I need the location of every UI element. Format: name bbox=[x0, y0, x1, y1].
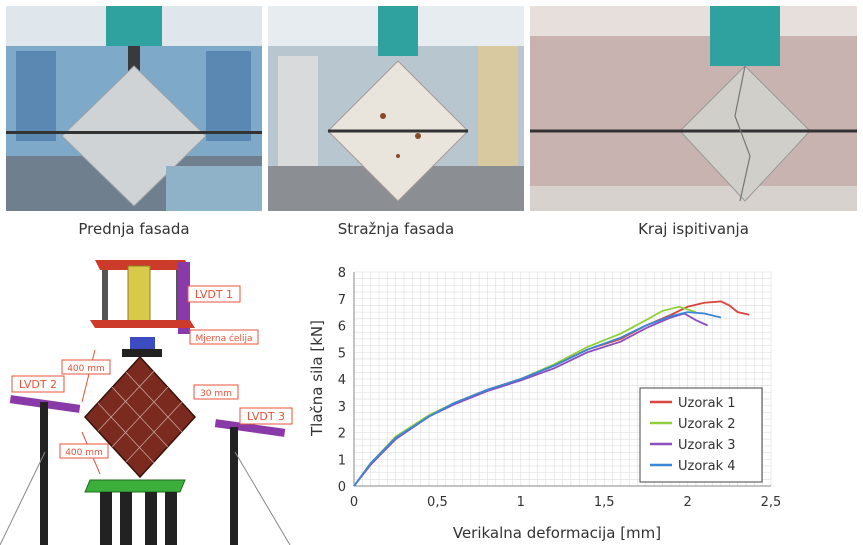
photo-end-of-test bbox=[530, 6, 857, 211]
y-tick-label: 5 bbox=[338, 346, 346, 361]
legend-label-1: Uzorak 1 bbox=[678, 396, 736, 411]
caption-back-facade: Stražnja fasada bbox=[337, 220, 455, 238]
brace-left bbox=[0, 451, 46, 545]
lvdt3-sensor bbox=[214, 419, 286, 437]
test-setup-diagram: LVDT 1 Mjerna ćelija 400 mm LVDT 2 30 mm… bbox=[0, 260, 293, 545]
y-axis-label: Tlačna sila [kN] bbox=[308, 320, 326, 437]
base-plate bbox=[84, 479, 186, 493]
series-line-4 bbox=[353, 311, 722, 487]
tag-lvdt3: LVDT 3 bbox=[247, 410, 285, 423]
tag-lvdt1: LVDT 1 bbox=[195, 288, 233, 301]
x-axis-label: Verikalna deformacija [mm] bbox=[453, 524, 661, 542]
middle-plate bbox=[90, 320, 195, 328]
y-tick-label: 7 bbox=[338, 293, 346, 308]
brace-right bbox=[234, 451, 291, 545]
photo-front-facade bbox=[6, 6, 262, 211]
x-tick-label: 0 bbox=[350, 495, 358, 510]
x-tick-label: 1 bbox=[517, 495, 525, 510]
load-deformation-chart: 0 0,5 1 1,5 2 2,5 0 1 2 3 4 5 6 7 8 Verikalna deformac… bbox=[308, 266, 782, 542]
caption-end-of-test: Kraj ispitivanja bbox=[638, 220, 749, 238]
base-leg-2 bbox=[120, 492, 132, 545]
tag-dim-top: 400 mm bbox=[67, 364, 105, 374]
y-tick-label: 1 bbox=[338, 453, 346, 468]
chart-ticks: 0 0,5 1 1,5 2 2,5 0 1 2 3 4 5 6 7 8 bbox=[338, 266, 782, 510]
legend-box bbox=[639, 387, 763, 483]
dim-line-top bbox=[81, 349, 96, 403]
tag-load-cell: Mjerna ćelija bbox=[196, 333, 253, 344]
tag-dim-top-box bbox=[61, 359, 111, 375]
tag-lvdt2: LVDT 2 bbox=[19, 378, 57, 391]
x-tick-label: 1,5 bbox=[594, 495, 615, 510]
tag-thickness: 30 mm bbox=[200, 389, 232, 399]
support-left bbox=[40, 402, 48, 545]
y-tick-label: 2 bbox=[338, 427, 346, 442]
lvdt1-sensor bbox=[178, 262, 190, 334]
y-tick-label: 4 bbox=[338, 373, 346, 388]
tag-dim-bottom-box bbox=[59, 443, 109, 459]
chart-series bbox=[353, 300, 750, 487]
legend-label-2: Uzorak 2 bbox=[678, 417, 736, 432]
base-leg-4 bbox=[165, 492, 177, 545]
caption-front-facade: Prednja fasada bbox=[78, 220, 190, 238]
masonry-wall bbox=[83, 355, 197, 479]
tag-thickness-box bbox=[193, 384, 239, 400]
tag-lvdt1-box bbox=[187, 285, 241, 303]
tag-lvdt3-box bbox=[239, 407, 293, 425]
base-leg-1 bbox=[100, 492, 112, 545]
x-tick-label: 2 bbox=[683, 495, 691, 510]
tag-lvdt2-box bbox=[11, 375, 65, 393]
y-tick-label: 0 bbox=[338, 480, 346, 495]
load-head bbox=[122, 349, 162, 357]
legend-label-3: Uzorak 3 bbox=[678, 438, 736, 453]
hydraulic-cylinder bbox=[127, 265, 151, 323]
tag-load-cell-box bbox=[189, 329, 259, 345]
y-tick-label: 8 bbox=[338, 266, 346, 281]
tag-dim-bottom: 400 mm bbox=[65, 448, 103, 458]
support-right bbox=[230, 427, 238, 545]
photo-back-facade bbox=[268, 6, 524, 211]
base-leg-3 bbox=[145, 492, 157, 545]
load-cell bbox=[130, 337, 155, 349]
y-tick-label: 6 bbox=[338, 320, 346, 335]
y-tick-label: 3 bbox=[338, 400, 346, 415]
frame-rod-left bbox=[102, 270, 108, 320]
chart-axes bbox=[353, 272, 771, 487]
top-plate bbox=[95, 260, 190, 270]
x-tick-label: 0,5 bbox=[427, 495, 448, 510]
chart-legend: Uzorak 1 Uzorak 2 Uzorak 3 Uzorak 4 bbox=[639, 387, 763, 483]
legend-label-4: Uzorak 4 bbox=[678, 459, 736, 474]
x-tick-label: 2,5 bbox=[761, 495, 782, 510]
series-line-2 bbox=[353, 305, 697, 487]
